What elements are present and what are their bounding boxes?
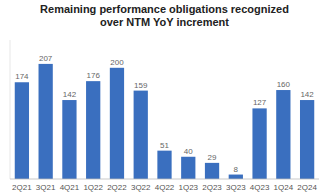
bar xyxy=(110,68,124,179)
bar xyxy=(86,81,100,179)
bar xyxy=(157,151,171,179)
x-tick-label: 4Q22 xyxy=(155,183,175,192)
x-tick-label: 4Q23 xyxy=(250,183,270,192)
x-tick-label: 1Q23 xyxy=(178,183,198,192)
data-label: 29 xyxy=(208,153,217,162)
x-tick-label: 2Q22 xyxy=(107,183,127,192)
data-label: 8 xyxy=(234,165,239,174)
bar xyxy=(276,90,290,179)
bar xyxy=(15,82,29,179)
x-axis-line xyxy=(10,179,319,180)
bar xyxy=(205,163,219,179)
x-tick-label: 2Q23 xyxy=(202,183,222,192)
bar xyxy=(62,100,76,179)
x-tick-label: 3Q22 xyxy=(131,183,151,192)
data-label: 174 xyxy=(15,72,29,81)
bar xyxy=(181,157,195,179)
data-label: 159 xyxy=(134,81,148,90)
data-label: 127 xyxy=(253,98,267,107)
data-label: 51 xyxy=(160,141,169,150)
data-label: 176 xyxy=(87,71,101,80)
title: Remaining performance obligations recogn… xyxy=(40,3,289,28)
bars xyxy=(15,64,314,179)
bar xyxy=(229,175,243,179)
bar xyxy=(300,100,314,179)
data-label: 200 xyxy=(110,58,124,67)
bar xyxy=(134,91,148,179)
x-tick-label: 3Q21 xyxy=(36,183,56,192)
x-tick-label: 2Q24 xyxy=(297,183,317,192)
data-label: 207 xyxy=(39,54,53,63)
x-tick-label: 4Q21 xyxy=(60,183,80,192)
data-label: 160 xyxy=(277,80,291,89)
data-label: 142 xyxy=(300,90,314,99)
data-label: 40 xyxy=(184,147,193,156)
bar xyxy=(252,108,266,179)
x-tick-label: 3Q23 xyxy=(226,183,246,192)
bar xyxy=(39,64,53,179)
data-label: 142 xyxy=(63,90,77,99)
x-tick-label: 1Q22 xyxy=(83,183,103,192)
chart: Remaining performance obligations recogn… xyxy=(0,0,329,195)
x-tick-label: 2Q21 xyxy=(12,183,32,192)
y-axis-line xyxy=(10,40,11,179)
x-tick-label: 1Q24 xyxy=(274,183,294,192)
